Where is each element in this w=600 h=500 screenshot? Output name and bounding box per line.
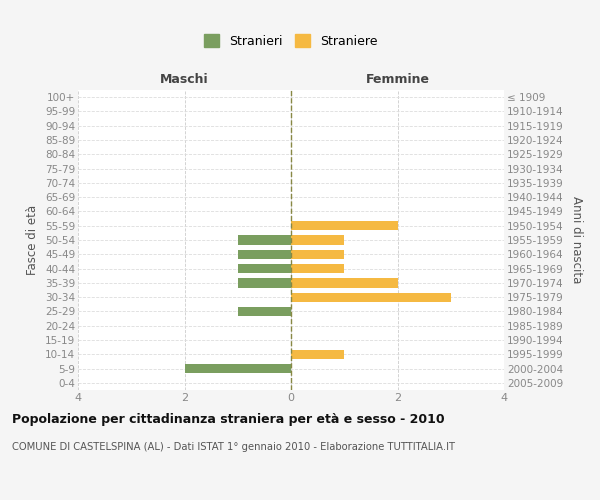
Bar bbox=[291, 292, 451, 302]
Bar bbox=[291, 278, 398, 287]
Bar bbox=[185, 364, 291, 373]
Bar bbox=[291, 250, 344, 259]
Text: Maschi: Maschi bbox=[160, 72, 209, 86]
Bar bbox=[238, 264, 291, 273]
Bar bbox=[238, 250, 291, 259]
Bar bbox=[238, 236, 291, 244]
Bar bbox=[291, 236, 344, 244]
Bar bbox=[291, 350, 344, 359]
Text: COMUNE DI CASTELSPINA (AL) - Dati ISTAT 1° gennaio 2010 - Elaborazione TUTTITALI: COMUNE DI CASTELSPINA (AL) - Dati ISTAT … bbox=[12, 442, 455, 452]
Bar bbox=[291, 221, 398, 230]
Legend: Stranieri, Straniere: Stranieri, Straniere bbox=[200, 30, 382, 52]
Bar bbox=[291, 264, 344, 273]
Y-axis label: Fasce di età: Fasce di età bbox=[26, 205, 40, 275]
Y-axis label: Anni di nascita: Anni di nascita bbox=[570, 196, 583, 284]
Bar bbox=[238, 278, 291, 287]
Bar bbox=[238, 307, 291, 316]
Text: Femmine: Femmine bbox=[365, 72, 430, 86]
Text: Popolazione per cittadinanza straniera per età e sesso - 2010: Popolazione per cittadinanza straniera p… bbox=[12, 412, 445, 426]
